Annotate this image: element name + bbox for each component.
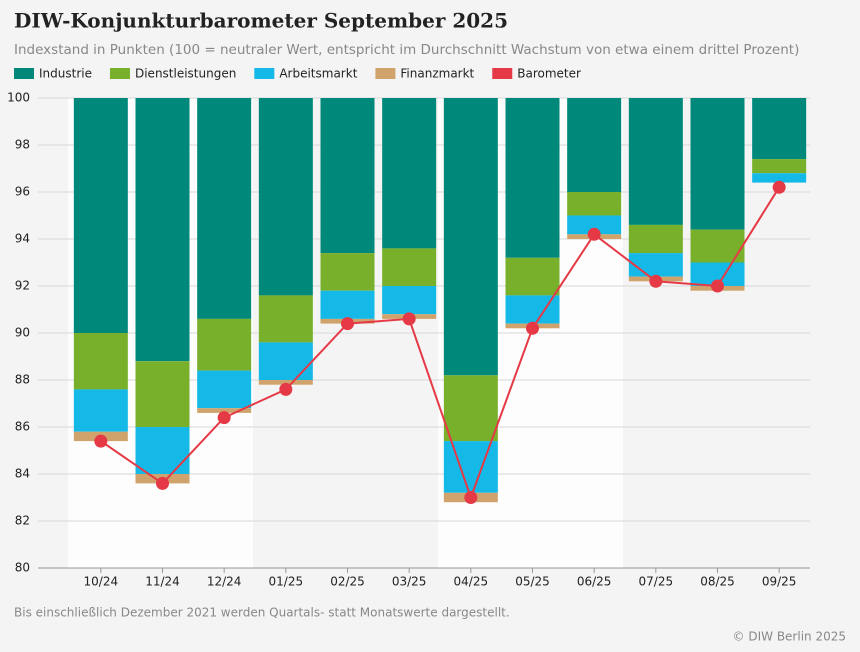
credit: © DIW Berlin 2025 — [733, 630, 846, 644]
bar-segment — [752, 173, 807, 183]
bar-segment — [197, 408, 252, 413]
y-tick-label: 100 — [7, 91, 30, 105]
legend-swatch — [492, 68, 513, 79]
bar-segment — [382, 98, 437, 249]
x-tick-label: 10/24 — [84, 575, 119, 589]
barometer-point — [94, 434, 108, 448]
x-tick-label: 12/24 — [207, 575, 242, 589]
bar-segment — [258, 98, 313, 296]
bar-segment — [73, 98, 128, 333]
legend-label: Barometer — [517, 67, 581, 81]
bar-segment — [135, 427, 190, 474]
bar-segment — [505, 98, 560, 258]
bar-segment — [567, 215, 622, 235]
bar-segment — [320, 98, 375, 254]
bar-segment — [258, 380, 313, 385]
y-tick-label: 92 — [15, 279, 30, 293]
x-tick-label: 06/25 — [577, 575, 612, 589]
y-tick-label: 86 — [15, 420, 30, 434]
bar-segment — [73, 333, 128, 390]
x-tick-label: 08/25 — [700, 575, 735, 589]
bar-segment — [135, 98, 190, 362]
y-tick-label: 80 — [15, 561, 30, 575]
barometer-point — [464, 491, 478, 504]
legend-label: Finanzmarkt — [400, 67, 474, 81]
bar-segment — [752, 159, 807, 174]
barometer-point — [649, 274, 663, 288]
y-tick-label: 94 — [15, 232, 30, 246]
x-tick-label: 05/25 — [515, 575, 550, 589]
y-tick-label: 96 — [15, 185, 30, 199]
bar-segment — [628, 253, 683, 277]
barometer-point — [772, 180, 786, 194]
x-tick-label: 01/25 — [269, 575, 304, 589]
legend-label: Arbeitsmarkt — [279, 67, 357, 81]
bar-segment — [443, 375, 498, 442]
footnote: Bis einschließlich Dezember 2021 werden … — [14, 606, 510, 620]
bar-segment — [382, 286, 437, 315]
barometer-point — [217, 411, 231, 425]
bar-segment — [320, 290, 375, 319]
bar-segment — [197, 370, 252, 409]
barometer-point — [156, 476, 169, 490]
bar-segment — [382, 248, 437, 286]
legend-label: Industrie — [39, 67, 92, 81]
legend-swatch — [254, 68, 275, 79]
legend-swatch — [14, 68, 34, 79]
subtitle: Indexstand in Punkten (100 = neutraler W… — [14, 42, 799, 58]
bar-segment — [567, 98, 622, 192]
bar-segment — [197, 318, 252, 371]
y-tick-label: 82 — [15, 514, 30, 528]
bar-segment — [628, 98, 683, 225]
barometer-line — [100, 186, 781, 501]
y-tick-label: 88 — [15, 373, 30, 387]
y-tick-label: 98 — [15, 138, 30, 152]
bar-segment — [628, 224, 683, 254]
x-tick-label: 04/25 — [454, 575, 489, 589]
legend-swatch — [375, 68, 396, 79]
x-tick-label: 11/24 — [145, 575, 180, 589]
bar-segment — [197, 98, 252, 319]
bar-segment — [258, 295, 313, 343]
x-tick-label: 02/25 — [330, 575, 365, 589]
bar-segment — [320, 253, 375, 291]
x-tick-label: 03/25 — [392, 575, 427, 589]
bar-segment — [258, 342, 313, 380]
x-tick-label: 09/25 — [762, 575, 797, 589]
bar-segment — [443, 441, 498, 493]
legend-swatch — [109, 68, 130, 79]
bar-segment — [135, 361, 190, 427]
barometer-point — [402, 312, 416, 326]
bar-segment — [505, 257, 560, 296]
bar-segment — [73, 389, 128, 432]
barometer-point — [279, 382, 293, 396]
barometer-point — [711, 279, 724, 293]
y-tick-label: 90 — [15, 326, 30, 340]
chart-title: DIW-Konjunkturbarometer September 2025 — [14, 9, 508, 33]
legend-label: Dienstleistungen — [135, 67, 236, 81]
barometer-point — [341, 317, 354, 331]
barometer-point — [526, 321, 539, 335]
bar-segment — [567, 192, 622, 216]
bar-segment — [690, 262, 745, 286]
bar-segment — [690, 98, 745, 230]
barometer-point — [587, 227, 601, 241]
x-tick-label: 07/25 — [639, 575, 674, 589]
bar-segment — [752, 98, 807, 160]
y-tick-label: 84 — [15, 467, 30, 481]
bar-segment — [443, 98, 498, 376]
